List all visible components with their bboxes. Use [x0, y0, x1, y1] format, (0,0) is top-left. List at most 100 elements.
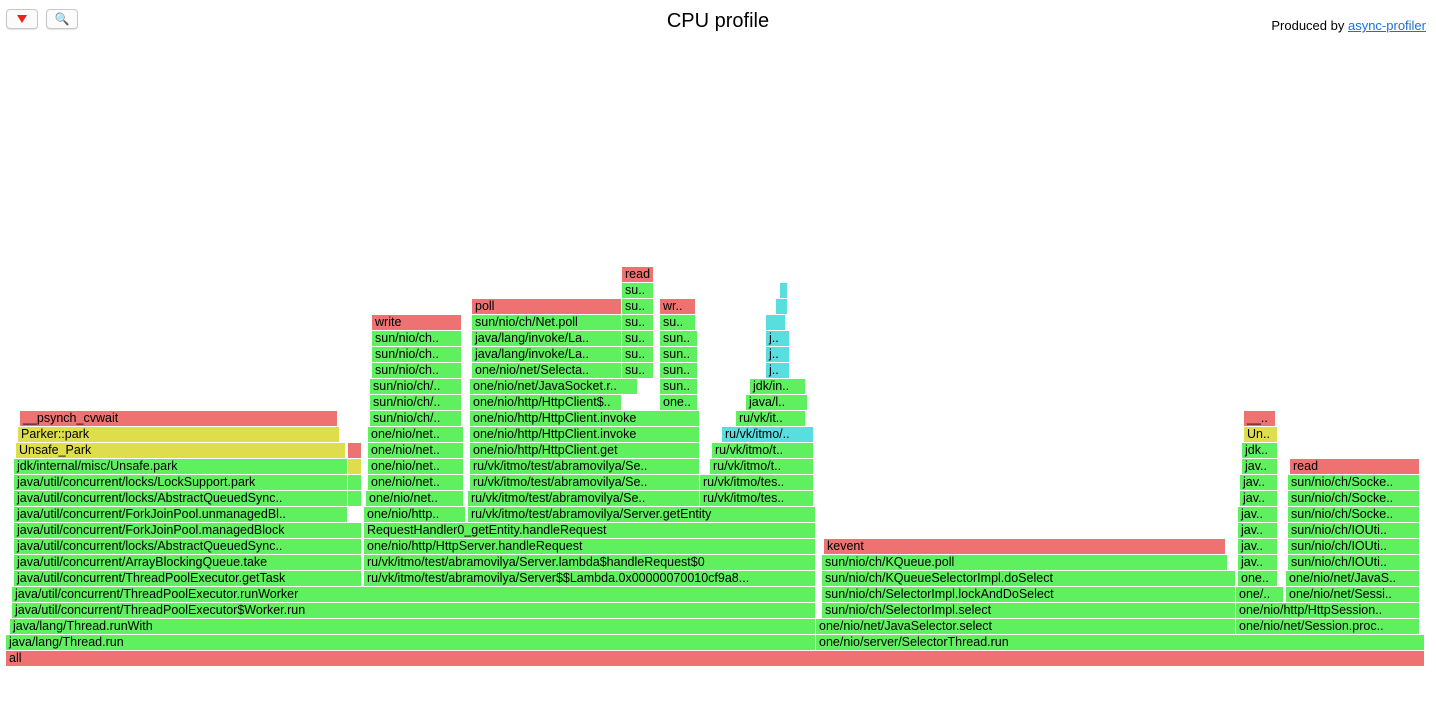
- flame-frame[interactable]: ru/vk/itmo/test/abramovilya/Server$$Lamb…: [364, 571, 816, 586]
- reverse-button[interactable]: [6, 9, 38, 29]
- flame-frame[interactable]: sun/nio/ch/Socke..: [1288, 475, 1420, 490]
- flame-frame[interactable]: ru/vk/itmo/test/abramovilya/Server.getEn…: [468, 507, 816, 522]
- flame-frame[interactable]: su..: [622, 363, 654, 378]
- flame-frame[interactable]: [766, 315, 786, 330]
- flame-frame[interactable]: java/util/concurrent/ThreadPoolExecutor$…: [12, 603, 816, 618]
- flame-frame[interactable]: one/nio/net..: [368, 443, 464, 458]
- flame-frame[interactable]: Parker::park: [18, 427, 340, 442]
- flame-frame[interactable]: one/nio/net/Sessi..: [1286, 587, 1420, 602]
- flame-frame[interactable]: jav..: [1242, 459, 1278, 474]
- flame-frame[interactable]: one..: [1238, 571, 1278, 586]
- flame-frame[interactable]: one..: [660, 395, 698, 410]
- flame-frame[interactable]: ru/vk/it..: [736, 411, 806, 426]
- flame-frame[interactable]: one/nio/net/JavaS..: [1286, 571, 1420, 586]
- flame-frame[interactable]: one/nio/net/JavaSocket.r..: [470, 379, 638, 394]
- flame-frame[interactable]: one/nio/net/JavaSelector.select: [816, 619, 1236, 634]
- flame-frame[interactable]: j..: [766, 347, 790, 362]
- flame-frame[interactable]: java/util/concurrent/ArrayBlockingQueue.…: [14, 555, 362, 570]
- flame-frame[interactable]: [348, 475, 362, 490]
- flame-frame[interactable]: jdk/internal/misc/Unsafe.park: [14, 459, 348, 474]
- flame-frame[interactable]: one/nio/http/HttpClient$..: [470, 395, 622, 410]
- flame-frame[interactable]: su..: [622, 299, 654, 314]
- flame-frame[interactable]: ru/vk/itmo/..: [722, 427, 814, 442]
- flame-frame[interactable]: java/util/concurrent/ThreadPoolExecutor.…: [14, 571, 362, 586]
- flame-frame[interactable]: java/l..: [746, 395, 808, 410]
- flame-frame[interactable]: sun/nio/ch/IOUti..: [1288, 539, 1420, 554]
- flame-frame[interactable]: one/..: [1236, 587, 1284, 602]
- flame-frame[interactable]: RequestHandler0_getEntity.handleRequest: [364, 523, 816, 538]
- flame-frame[interactable]: one/nio/net..: [368, 459, 464, 474]
- flame-frame[interactable]: one/nio/http/HttpClient.invoke: [470, 411, 700, 426]
- flame-frame[interactable]: all: [6, 651, 1425, 666]
- flame-frame[interactable]: sun/nio/ch/..: [370, 379, 462, 394]
- flame-frame[interactable]: jdk/in..: [750, 379, 806, 394]
- flame-frame[interactable]: ru/vk/itmo/test/abramovilya/Se..: [470, 475, 700, 490]
- flame-frame[interactable]: sun/nio/ch..: [372, 331, 462, 346]
- flame-frame[interactable]: one/nio/http..: [364, 507, 466, 522]
- flame-frame[interactable]: sun..: [660, 331, 698, 346]
- flame-frame[interactable]: [776, 299, 788, 314]
- flame-frame[interactable]: one/nio/http/HttpClient.get: [470, 443, 700, 458]
- flame-frame[interactable]: java/util/concurrent/locks/AbstractQueue…: [14, 539, 362, 554]
- flame-frame[interactable]: one/nio/server/SelectorThread.run: [816, 635, 1425, 650]
- flame-frame[interactable]: sun/nio/ch/Socke..: [1288, 507, 1420, 522]
- flame-frame[interactable]: ru/vk/itmo/test/abramovilya/Se..: [470, 459, 700, 474]
- flame-frame[interactable]: su..: [622, 331, 654, 346]
- flame-frame[interactable]: su..: [622, 315, 654, 330]
- flame-frame[interactable]: sun/nio/ch/SelectorImpl.select: [822, 603, 1236, 618]
- search-button[interactable]: 🔍: [46, 9, 78, 29]
- flame-frame[interactable]: ru/vk/itmo/test/abramovilya/Server.lambd…: [364, 555, 816, 570]
- flame-frame[interactable]: sun/nio/ch/KQueue.poll: [822, 555, 1228, 570]
- flame-frame[interactable]: sun/nio/ch/SelectorImpl.lockAndDoSelect: [822, 587, 1236, 602]
- flame-frame[interactable]: jav..: [1240, 475, 1278, 490]
- flame-frame[interactable]: java/util/concurrent/ThreadPoolExecutor.…: [12, 587, 816, 602]
- flame-frame[interactable]: one/nio/net..: [368, 427, 464, 442]
- flame-frame[interactable]: jav..: [1240, 491, 1278, 506]
- flame-frame[interactable]: j..: [766, 331, 790, 346]
- flame-frame[interactable]: java/lang/Thread.runWith: [10, 619, 816, 634]
- flame-frame[interactable]: read: [1290, 459, 1420, 474]
- flame-frame[interactable]: kevent: [824, 539, 1226, 554]
- flame-frame[interactable]: [348, 459, 362, 474]
- flame-frame[interactable]: sun/nio/ch..: [372, 347, 462, 362]
- flame-frame[interactable]: write: [372, 315, 462, 330]
- flame-frame[interactable]: jav..: [1238, 523, 1278, 538]
- flame-frame[interactable]: __psynch_cvwait: [20, 411, 338, 426]
- flame-frame[interactable]: java/util/concurrent/ForkJoinPool.unmana…: [14, 507, 348, 522]
- flame-frame[interactable]: ru/vk/itmo/t..: [710, 459, 814, 474]
- flame-frame[interactable]: sun..: [660, 379, 698, 394]
- flame-frame[interactable]: poll: [472, 299, 622, 314]
- flame-frame[interactable]: su..: [622, 283, 654, 298]
- flame-frame[interactable]: [348, 443, 362, 458]
- flame-frame[interactable]: Unsafe_Park: [16, 443, 346, 458]
- flame-frame[interactable]: sun/nio/ch/IOUti..: [1288, 523, 1420, 538]
- flame-frame[interactable]: java/util/concurrent/ForkJoinPool.manage…: [14, 523, 362, 538]
- flame-frame[interactable]: sun/nio/ch/..: [370, 411, 462, 426]
- flame-frame[interactable]: wr..: [660, 299, 696, 314]
- flame-frame[interactable]: [348, 491, 362, 506]
- flame-frame[interactable]: ru/vk/itmo/tes..: [700, 491, 814, 506]
- async-profiler-link[interactable]: async-profiler: [1347, 18, 1426, 33]
- flame-frame[interactable]: one/nio/net..: [368, 475, 464, 490]
- flame-frame[interactable]: sun/nio/ch/KQueueSelectorImpl.doSelect: [822, 571, 1236, 586]
- flame-frame[interactable]: su..: [660, 315, 696, 330]
- flame-frame[interactable]: one/nio/http/HttpServer.handleRequest: [364, 539, 816, 554]
- flame-frame[interactable]: Un..: [1244, 427, 1278, 442]
- flame-frame[interactable]: sun/nio/ch..: [372, 363, 462, 378]
- flame-frame[interactable]: jav..: [1238, 539, 1278, 554]
- flame-frame[interactable]: sun..: [660, 347, 698, 362]
- flame-frame[interactable]: one/nio/http/HttpSession..: [1236, 603, 1420, 618]
- flame-frame[interactable]: java/util/concurrent/locks/AbstractQueue…: [14, 491, 348, 506]
- flame-frame[interactable]: j..: [766, 363, 790, 378]
- flame-frame[interactable]: sun/nio/ch/..: [370, 395, 462, 410]
- flame-frame[interactable]: java/lang/Thread.run: [6, 635, 816, 650]
- flame-frame[interactable]: ru/vk/itmo/t..: [712, 443, 814, 458]
- flame-frame[interactable]: jav..: [1238, 555, 1278, 570]
- flame-frame[interactable]: sun/nio/ch/Net.poll: [472, 315, 622, 330]
- flame-frame[interactable]: sun..: [660, 363, 698, 378]
- flame-frame[interactable]: one/nio/net/Session.proc..: [1236, 619, 1420, 634]
- flame-frame[interactable]: ru/vk/itmo/tes..: [700, 475, 814, 490]
- flame-frame[interactable]: jav..: [1238, 507, 1278, 522]
- flame-frame[interactable]: java/lang/invoke/La..: [472, 347, 622, 362]
- flame-frame[interactable]: [780, 283, 788, 298]
